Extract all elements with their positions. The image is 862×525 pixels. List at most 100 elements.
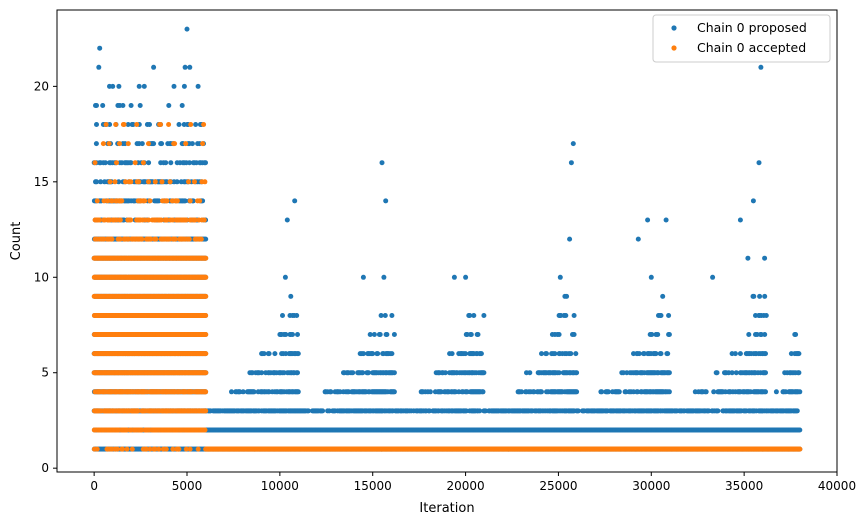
proposed-point — [179, 103, 185, 108]
proposed-point — [658, 313, 664, 318]
proposed-point — [110, 83, 116, 89]
proposed-point — [367, 332, 373, 337]
proposed-point — [116, 179, 122, 185]
accepted-point — [163, 446, 169, 452]
proposed-point — [266, 351, 272, 357]
proposed-point — [163, 160, 169, 166]
proposed-point — [762, 293, 768, 299]
proposed-point — [94, 103, 99, 108]
proposed-point — [96, 64, 102, 70]
proposed-point — [94, 179, 99, 185]
proposed-point — [715, 408, 721, 414]
proposed-point — [391, 370, 397, 376]
proposed-point — [107, 122, 113, 127]
proposed-point — [136, 83, 142, 89]
proposed-point — [94, 122, 99, 127]
proposed-point — [290, 332, 295, 337]
proposed-point — [703, 389, 709, 395]
proposed-point — [203, 160, 208, 166]
proposed-point — [295, 351, 301, 357]
proposed-point — [292, 198, 298, 204]
proposed-point — [377, 332, 383, 337]
proposed-point — [261, 351, 267, 357]
proposed-point — [763, 351, 768, 357]
proposed-point — [796, 351, 802, 357]
proposed-point — [381, 274, 387, 280]
proposed-point — [544, 351, 549, 357]
proposed-point — [371, 332, 377, 337]
proposed-point — [193, 122, 199, 127]
proposed-point — [130, 122, 136, 127]
proposed-point — [714, 370, 720, 376]
proposed-point — [763, 370, 768, 376]
accepted-point — [203, 389, 209, 395]
proposed-point — [564, 293, 570, 299]
proposed-point — [645, 217, 651, 223]
proposed-point — [471, 313, 477, 318]
proposed-point — [187, 160, 192, 166]
accepted-point — [129, 446, 135, 452]
proposed-point — [556, 332, 562, 337]
proposed-point — [328, 389, 334, 395]
proposed-point — [666, 313, 672, 318]
proposed-point — [141, 83, 147, 89]
proposed-point — [568, 160, 574, 166]
proposed-point — [147, 122, 152, 127]
proposed-point — [370, 351, 376, 357]
proposed-point — [574, 389, 580, 395]
proposed-point — [283, 332, 289, 337]
proposed-point — [710, 274, 716, 280]
accepted-point — [203, 370, 209, 376]
proposed-point — [125, 122, 131, 127]
proposed-point — [259, 370, 265, 376]
proposed-point — [189, 141, 195, 147]
proposed-point — [557, 274, 563, 280]
proposed-point — [527, 370, 533, 376]
accepted-point — [202, 427, 208, 433]
proposed-point — [796, 370, 802, 376]
proposed-point — [93, 141, 99, 147]
proposed-point — [182, 198, 188, 204]
proposed-point — [382, 313, 388, 318]
proposed-point — [427, 389, 433, 395]
proposed-point — [389, 351, 395, 357]
accepted-point — [114, 446, 120, 452]
proposed-point — [137, 103, 143, 108]
proposed-point — [573, 351, 579, 357]
proposed-point — [391, 389, 397, 395]
proposed-point — [174, 179, 180, 185]
proposed-point — [251, 389, 257, 395]
proposed-point — [378, 313, 384, 318]
proposed-point — [391, 332, 397, 337]
proposed-point — [660, 293, 666, 299]
proposed-point — [757, 293, 763, 299]
proposed-point — [635, 236, 641, 242]
proposed-point — [128, 103, 134, 108]
proposed-point — [797, 427, 803, 433]
proposed-point — [282, 274, 288, 280]
proposed-point — [360, 370, 366, 376]
accepted-point — [176, 446, 182, 452]
accepted-point — [195, 446, 201, 452]
proposed-point — [478, 351, 484, 357]
proposed-point — [468, 332, 474, 337]
proposed-point — [451, 274, 457, 280]
proposed-point — [159, 141, 165, 147]
proposed-point — [295, 370, 300, 376]
proposed-point — [116, 83, 122, 89]
proposed-point — [361, 351, 366, 357]
proposed-point — [360, 274, 366, 280]
proposed-point — [383, 198, 389, 204]
proposed-point — [568, 351, 574, 357]
proposed-point — [176, 122, 182, 127]
proposed-point — [181, 83, 187, 89]
proposed-point — [120, 103, 126, 108]
proposed-point — [745, 255, 751, 261]
proposed-point — [280, 313, 285, 318]
proposed-point — [794, 408, 800, 414]
proposed-point — [574, 370, 580, 376]
proposed-point — [295, 389, 301, 395]
proposed-point — [756, 160, 762, 166]
proposed-point — [203, 236, 209, 242]
